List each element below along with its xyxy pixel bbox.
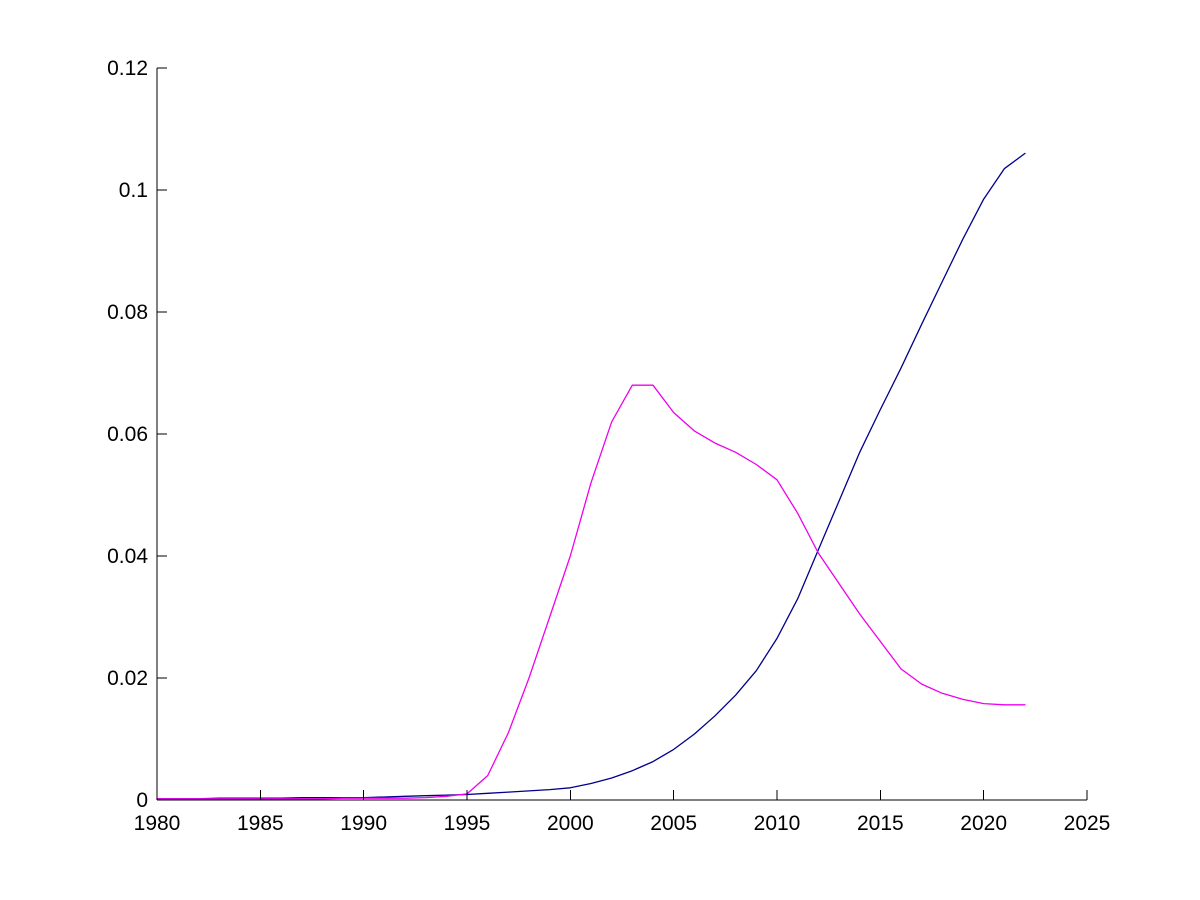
x-tick-label: 2015	[857, 812, 904, 835]
series-line-dark-blue-series	[156, 152, 1026, 800]
x-tick-label: 1985	[237, 812, 284, 835]
y-tick-label: 0.1	[119, 179, 148, 202]
y-tick-label: 0.02	[107, 667, 148, 690]
x-tick-label: 2025	[1064, 812, 1111, 835]
x-tick-label: 2000	[547, 812, 594, 835]
y-tick-label: 0.06	[107, 423, 148, 446]
x-tick-label: 1990	[340, 812, 387, 835]
series-line-magenta-series	[156, 384, 1026, 800]
x-tick-label: 2020	[960, 812, 1007, 835]
x-tick-label: 1995	[444, 812, 491, 835]
x-tick-label: 2010	[754, 812, 801, 835]
y-tick-label: 0.08	[107, 301, 148, 324]
x-tick-label: 1980	[134, 812, 181, 835]
y-tick-label: 0	[136, 789, 148, 812]
y-tick-label: 0.12	[107, 57, 148, 80]
x-tick-label: 2005	[650, 812, 697, 835]
y-tick-label: 0.04	[107, 545, 148, 568]
